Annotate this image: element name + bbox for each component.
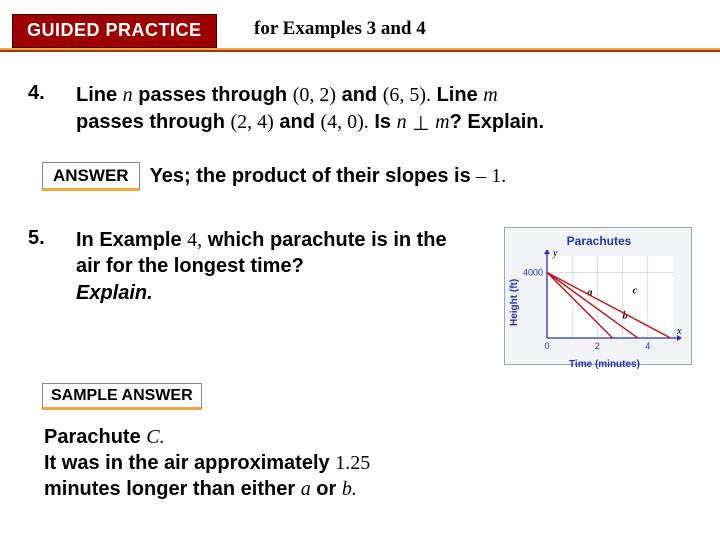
- sample-answer-text: Parachute C. It was in the air approxima…: [44, 424, 692, 502]
- guided-practice-badge: GUIDED PRACTICE: [12, 14, 217, 48]
- question-5-text: In Example 4, which parachute is in the …: [76, 227, 466, 306]
- chart-title: Parachutes: [513, 234, 685, 248]
- question-5: 5. In Example 4, which parachute is in t…: [28, 227, 692, 365]
- sample-answer-badge: SAMPLE ANSWER: [42, 383, 202, 410]
- content-area: 4. Line n passes through (0, 2) and (6, …: [0, 54, 720, 502]
- svg-text:0: 0: [544, 341, 549, 351]
- svg-text:4000: 4000: [523, 267, 543, 277]
- answer-4-text: Yes; the product of their slopes is – 1.: [150, 165, 507, 188]
- perpendicular-symbol: ⊥: [412, 111, 429, 138]
- question-4-text: Line n passes through (0, 2) and (6, 5).…: [76, 82, 544, 136]
- chart-x-label: Time (minutes): [569, 359, 640, 370]
- parachute-chart: Parachutes 4000024yxabc Height (ft)Time …: [504, 227, 692, 365]
- chart-plot-area: 4000024yxabc Height (ft)Time (minutes): [513, 250, 685, 356]
- sample-answer-row: SAMPLE ANSWER: [42, 383, 692, 410]
- accent-divider: [0, 48, 720, 52]
- svg-text:2: 2: [595, 341, 600, 351]
- header-subtitle: for Examples 3 and 4: [254, 18, 426, 40]
- svg-text:y: y: [552, 250, 558, 259]
- header: GUIDED PRACTICE for Examples 3 and 4: [0, 0, 720, 54]
- question-number: 5.: [28, 227, 76, 250]
- question-number: 4.: [28, 82, 76, 136]
- chart-y-label: Height (ft): [509, 279, 520, 326]
- answer-badge: ANSWER: [42, 162, 140, 191]
- question-4: 4. Line n passes through (0, 2) and (6, …: [28, 82, 692, 136]
- svg-text:c: c: [633, 286, 638, 297]
- svg-text:4: 4: [645, 341, 650, 351]
- chart-svg: 4000024yxabc: [513, 250, 685, 356]
- answer-4-row: ANSWER Yes; the product of their slopes …: [42, 162, 692, 191]
- svg-text:b: b: [623, 310, 628, 321]
- svg-text:x: x: [676, 326, 682, 337]
